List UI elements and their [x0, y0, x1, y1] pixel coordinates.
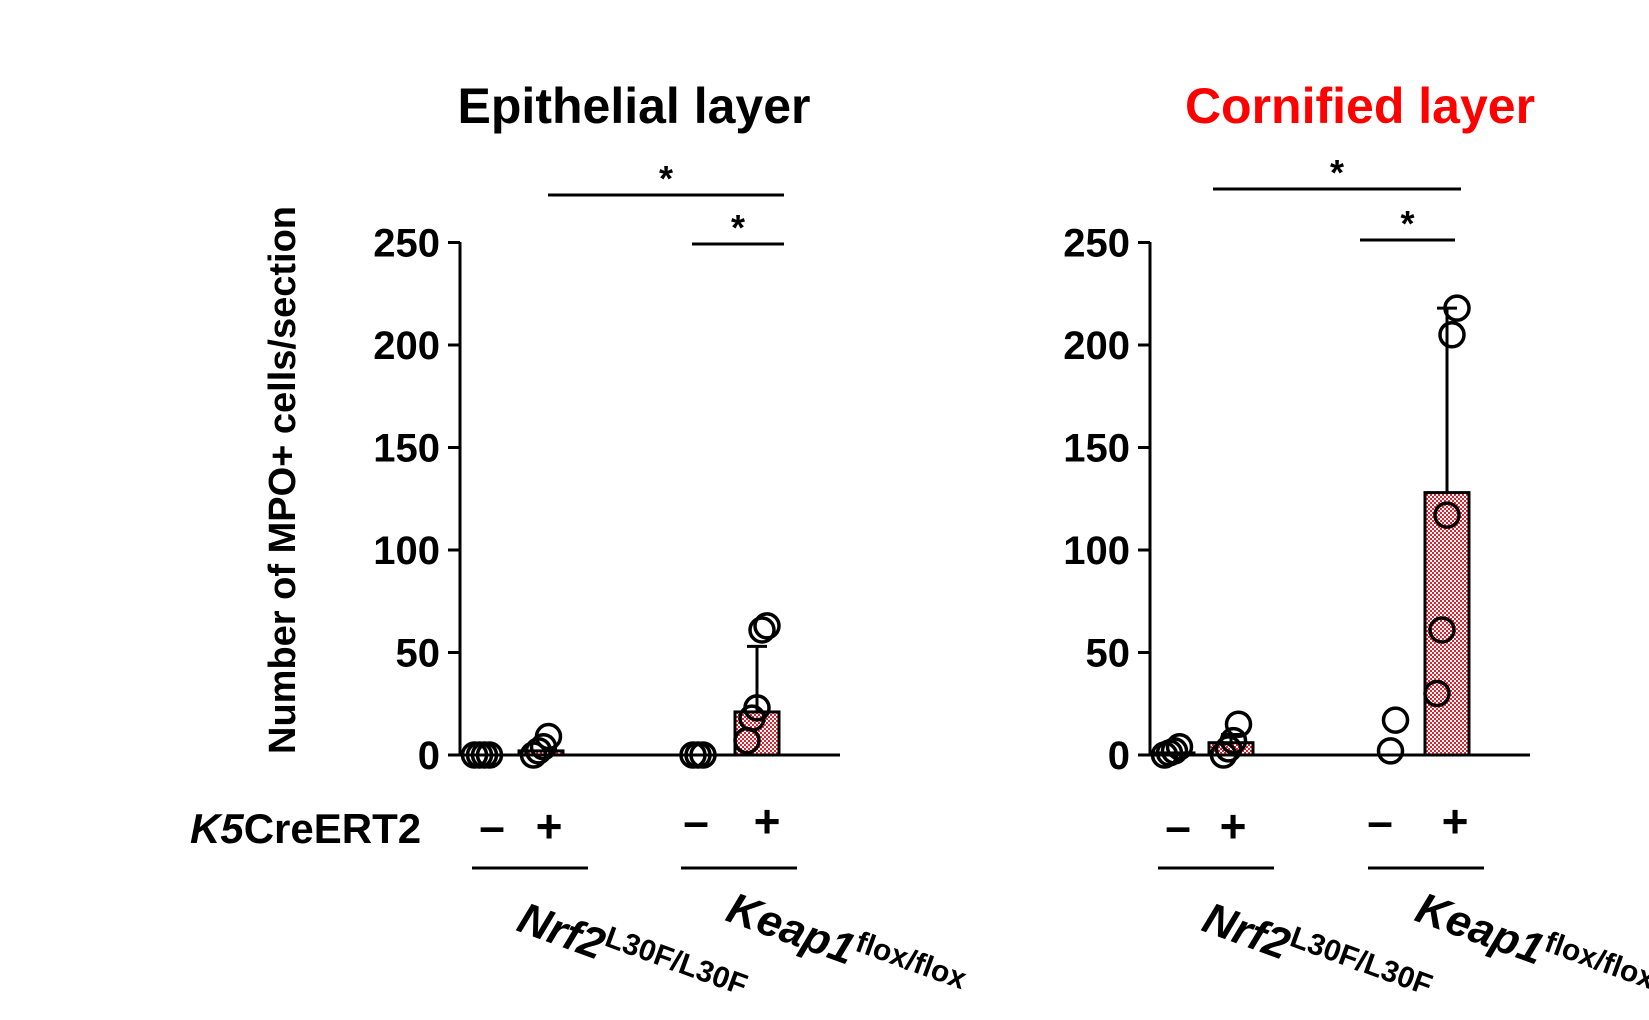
- y-tick-label: 200: [373, 324, 440, 368]
- data-point: [1443, 294, 1471, 322]
- data-point: [1438, 321, 1466, 349]
- y-axis-label: Number of MPO+ cells/section: [262, 206, 304, 754]
- data-point: [1381, 706, 1410, 734]
- y-tick-label: 50: [396, 632, 441, 676]
- panel-title-cornified: Cornified layer: [1185, 78, 1535, 134]
- points-right: [1150, 294, 1471, 769]
- sign-nrf2-minus: –: [1165, 800, 1191, 852]
- significance-left: **: [548, 158, 784, 248]
- bars-right: [1148, 491, 1471, 757]
- data-point: [1376, 737, 1405, 765]
- group-label-nrf2: Nrf2L30F/L30F: [512, 891, 752, 1020]
- y-ticks-left: 0 50 100 150 200 250: [373, 222, 460, 778]
- sign-keap1-minus: –: [683, 795, 709, 847]
- data-point: [1165, 733, 1194, 761]
- row-label-italic: K5: [190, 805, 244, 852]
- data-point: [1428, 616, 1456, 644]
- significance-star: *: [731, 207, 745, 248]
- significance-star: *: [1330, 152, 1344, 193]
- y-tick-label: 0: [1108, 734, 1130, 778]
- sign-nrf2-plus: +: [1220, 800, 1247, 852]
- y-tick-label: 0: [418, 734, 440, 778]
- group-label-keap1: Keap1flox/flox: [1410, 881, 1649, 1014]
- data-point: [1433, 501, 1461, 529]
- data-point: [748, 616, 776, 644]
- row-label-k5creert2: K5CreERT2: [190, 805, 421, 852]
- significance-star: *: [1400, 203, 1414, 244]
- y-tick-label: 100: [373, 529, 440, 573]
- panel-title-epithelial: Epithelial layer: [458, 78, 811, 134]
- significance-right: **: [1213, 152, 1461, 244]
- sign-nrf2-minus: –: [479, 800, 505, 852]
- y-tick-label: 250: [1063, 222, 1130, 266]
- y-tick-label: 150: [373, 427, 440, 471]
- data-point: [1423, 679, 1451, 708]
- group-label-keap1: Keap1flox/flox: [721, 881, 971, 1014]
- data-point: [1160, 737, 1189, 765]
- points-left: [460, 612, 781, 769]
- data-point: [1224, 710, 1253, 738]
- data-point: [534, 722, 563, 751]
- y-tick-label: 200: [1063, 324, 1130, 368]
- significance-star: *: [659, 158, 673, 199]
- data-point: [1219, 726, 1248, 755]
- y-tick-label: 100: [1063, 529, 1130, 573]
- y-tick-label: 50: [1086, 632, 1131, 676]
- sign-nrf2-plus: +: [536, 800, 563, 852]
- data-point: [743, 694, 771, 722]
- sign-keap1-minus: –: [1367, 795, 1393, 847]
- error-bars-right: [1221, 306, 1457, 743]
- y-tick-label: 250: [373, 222, 440, 266]
- error-bars-left: [747, 644, 767, 712]
- sign-keap1-plus: +: [1442, 795, 1469, 847]
- data-point: [753, 612, 781, 640]
- group-label-nrf2: Nrf2L30F/L30F: [1197, 891, 1437, 1020]
- y-ticks-right: 0 50 100 150 200 250: [1063, 222, 1150, 778]
- y-tick-label: 150: [1063, 427, 1130, 471]
- sign-keap1-plus: +: [754, 795, 781, 847]
- row-label-rest: CreERT2: [244, 805, 421, 852]
